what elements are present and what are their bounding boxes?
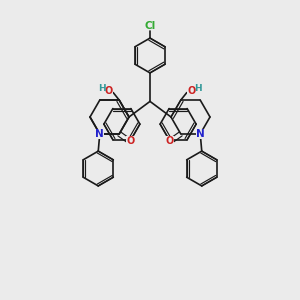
Text: O: O [165,136,173,146]
Text: O: O [188,85,196,95]
Text: O: O [104,85,112,95]
Text: H: H [98,84,106,93]
Text: Cl: Cl [144,21,156,31]
Text: N: N [95,129,103,139]
Text: O: O [127,136,135,146]
Text: N: N [196,129,205,139]
Text: H: H [194,84,202,93]
